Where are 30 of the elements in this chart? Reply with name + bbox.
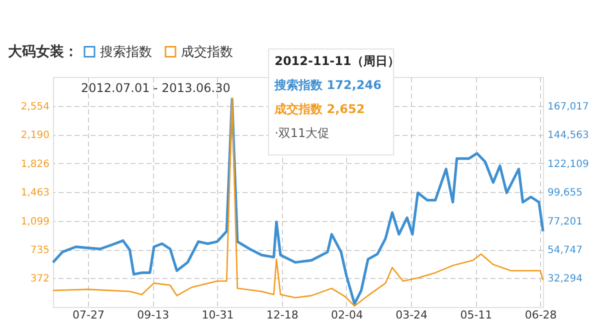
annotation: ·双11大促	[274, 126, 330, 140]
x-tick-label: 07-27	[72, 308, 104, 322]
text: 2012-11-11（周日）	[274, 54, 400, 68]
x-tick-label: 06-28	[524, 308, 557, 322]
y-tick-label: 2,190	[20, 130, 50, 142]
y2-tick-label: 32,294	[548, 274, 582, 285]
y-tick-label: 735	[30, 245, 50, 256]
legend-label: 搜索指数	[100, 44, 152, 60]
annotation: 2012.07.01 - 2013.06.30	[81, 81, 230, 95]
y2-tick-label: 99,655	[548, 188, 582, 198]
y2-tick-label: 167,017	[548, 101, 589, 112]
y-tick-label: 2,554	[20, 101, 50, 112]
y2-tick-label: 144,563	[548, 130, 589, 141]
annotation: 搜索指数 172,246	[274, 78, 382, 92]
legend-title: 大码女装：	[8, 44, 78, 60]
y-tick-label: 372	[30, 274, 50, 285]
y-tick-label: 1,099	[20, 216, 50, 228]
y-tick-label: 1,463	[20, 188, 50, 198]
x-tick-label: 10-31	[202, 308, 234, 322]
y2-tick-label: 77,201	[548, 216, 582, 228]
x-tick-label: 05-11	[460, 308, 492, 322]
legend-label: 成交指数	[181, 44, 233, 60]
x-tick-label: 09-13	[137, 308, 170, 322]
y-tick-label: 1,826	[20, 158, 50, 170]
x-tick-label: 03-24	[396, 308, 428, 322]
y2-tick-label: 122,109	[548, 158, 589, 170]
annotation: 成交指数 2,652	[274, 102, 365, 116]
x-tick-label: 12-18	[266, 308, 298, 322]
y2-tick-label: 54,747	[548, 245, 582, 256]
x-tick-label: 02-04	[330, 308, 363, 322]
